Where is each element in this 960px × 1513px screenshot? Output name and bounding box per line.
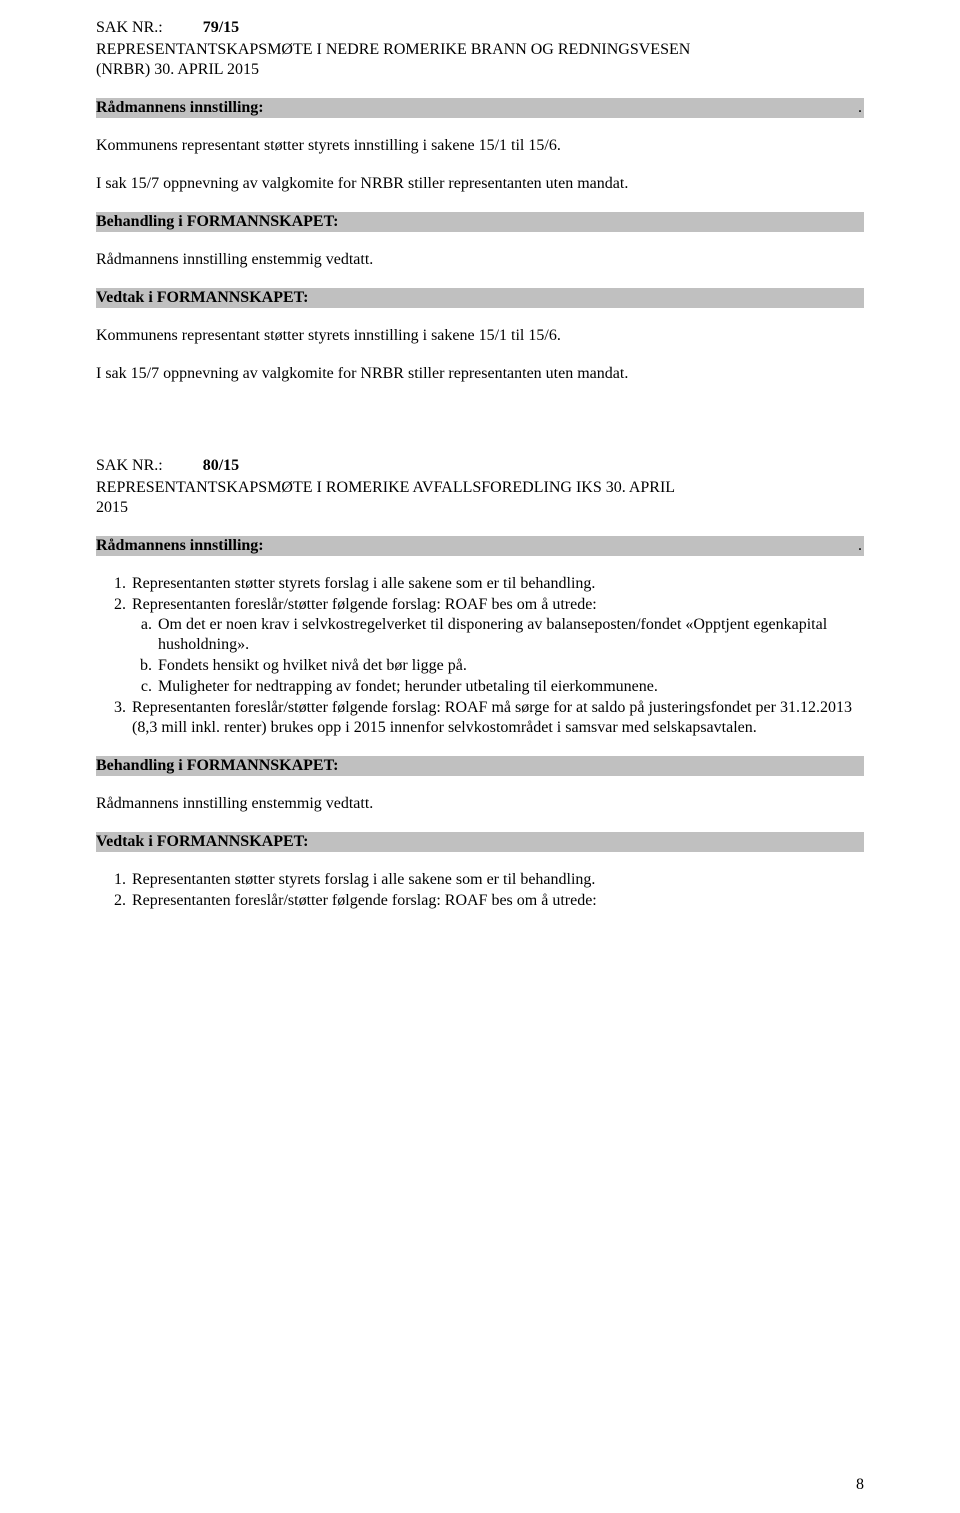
document-page: SAK NR.: 79/15 REPRESENTANTSKAPSMØTE I NE… xyxy=(0,0,960,1513)
sak79-behandling-bar: Behandling i FORMANNSKAPET: xyxy=(96,212,864,232)
list-item: Representanten støtter styrets forslag i… xyxy=(130,574,864,594)
list-item: Muligheter for nedtrapping av fondet; he… xyxy=(156,677,864,697)
sak79-vedtak-p2: I sak 15/7 oppnevning av valgkomite for … xyxy=(96,364,864,384)
list-item: Representanten foreslår/støtter følgende… xyxy=(130,891,864,911)
sak79-vedtak-bar: Vedtak i FORMANNSKAPET: xyxy=(96,288,864,308)
list-item: Representanten støtter styrets forslag i… xyxy=(130,870,864,890)
sak80-innstilling-label: Rådmannens innstilling: xyxy=(96,536,264,556)
sak80-title-line2: 2015 xyxy=(96,498,864,518)
sak79-p1: Kommunens representant støtter styrets i… xyxy=(96,136,864,156)
sak80-innstilling-bar: Rådmannens innstilling: . xyxy=(96,536,864,556)
sak79-innstilling-dot: . xyxy=(858,98,864,118)
sak80-behandling-label: Behandling i FORMANNSKAPET: xyxy=(96,757,338,774)
page-number: 8 xyxy=(856,1475,864,1495)
sak79-title-line1: REPRESENTANTSKAPSMØTE I NEDRE ROMERIKE B… xyxy=(96,40,864,60)
sak80-title-line1: REPRESENTANTSKAPSMØTE I ROMERIKE AVFALLS… xyxy=(96,478,864,498)
sak80-vedtak-bar: Vedtak i FORMANNSKAPET: xyxy=(96,832,864,852)
sak79-title-line2: (NRBR) 30. APRIL 2015 xyxy=(96,60,864,80)
sak80-innstilling-list: Representanten støtter styrets forslag i… xyxy=(96,574,864,738)
sak80-vedtak-label: Vedtak i FORMANNSKAPET: xyxy=(96,833,308,850)
sak79-p2: I sak 15/7 oppnevning av valgkomite for … xyxy=(96,174,864,194)
sak79-innstilling-bar: Rådmannens innstilling: . xyxy=(96,98,864,118)
sak80-number: 80/15 xyxy=(203,457,239,474)
sak80-innstilling-dot: . xyxy=(858,536,864,556)
sak79-vedtak-p1: Kommunens representant støtter styrets i… xyxy=(96,326,864,346)
sak79-header: SAK NR.: 79/15 REPRESENTANTSKAPSMØTE I NE… xyxy=(96,18,864,80)
sak80-sublist: Om det er noen krav i selvkostregelverke… xyxy=(132,615,864,697)
list-item: Representanten foreslår/støtter følgende… xyxy=(130,698,864,738)
list-item: Representanten foreslår/støtter følgende… xyxy=(130,595,864,697)
sak80-label: SAK NR.: xyxy=(96,456,163,476)
list-item-intro: Representanten foreslår/støtter følgende… xyxy=(132,596,597,613)
list-item: Om det er noen krav i selvkostregelverke… xyxy=(156,615,864,655)
sak79-vedtak-label: Vedtak i FORMANNSKAPET: xyxy=(96,289,308,306)
sak79-number: 79/15 xyxy=(203,19,239,36)
sak79-innstilling-label: Rådmannens innstilling: xyxy=(96,98,264,118)
sak79-behandling-text: Rådmannens innstilling enstemmig vedtatt… xyxy=(96,250,864,270)
sak80-behandling-bar: Behandling i FORMANNSKAPET: xyxy=(96,756,864,776)
sak79-label: SAK NR.: xyxy=(96,18,163,38)
sak80-behandling-text: Rådmannens innstilling enstemmig vedtatt… xyxy=(96,794,864,814)
list-item: Fondets hensikt og hvilket nivå det bør … xyxy=(156,656,864,676)
sak80-vedtak-list: Representanten støtter styrets forslag i… xyxy=(96,870,864,911)
sak80-header: SAK NR.: 80/15 REPRESENTANTSKAPSMØTE I RO… xyxy=(96,456,864,518)
sak79-behandling-label: Behandling i FORMANNSKAPET: xyxy=(96,213,338,230)
